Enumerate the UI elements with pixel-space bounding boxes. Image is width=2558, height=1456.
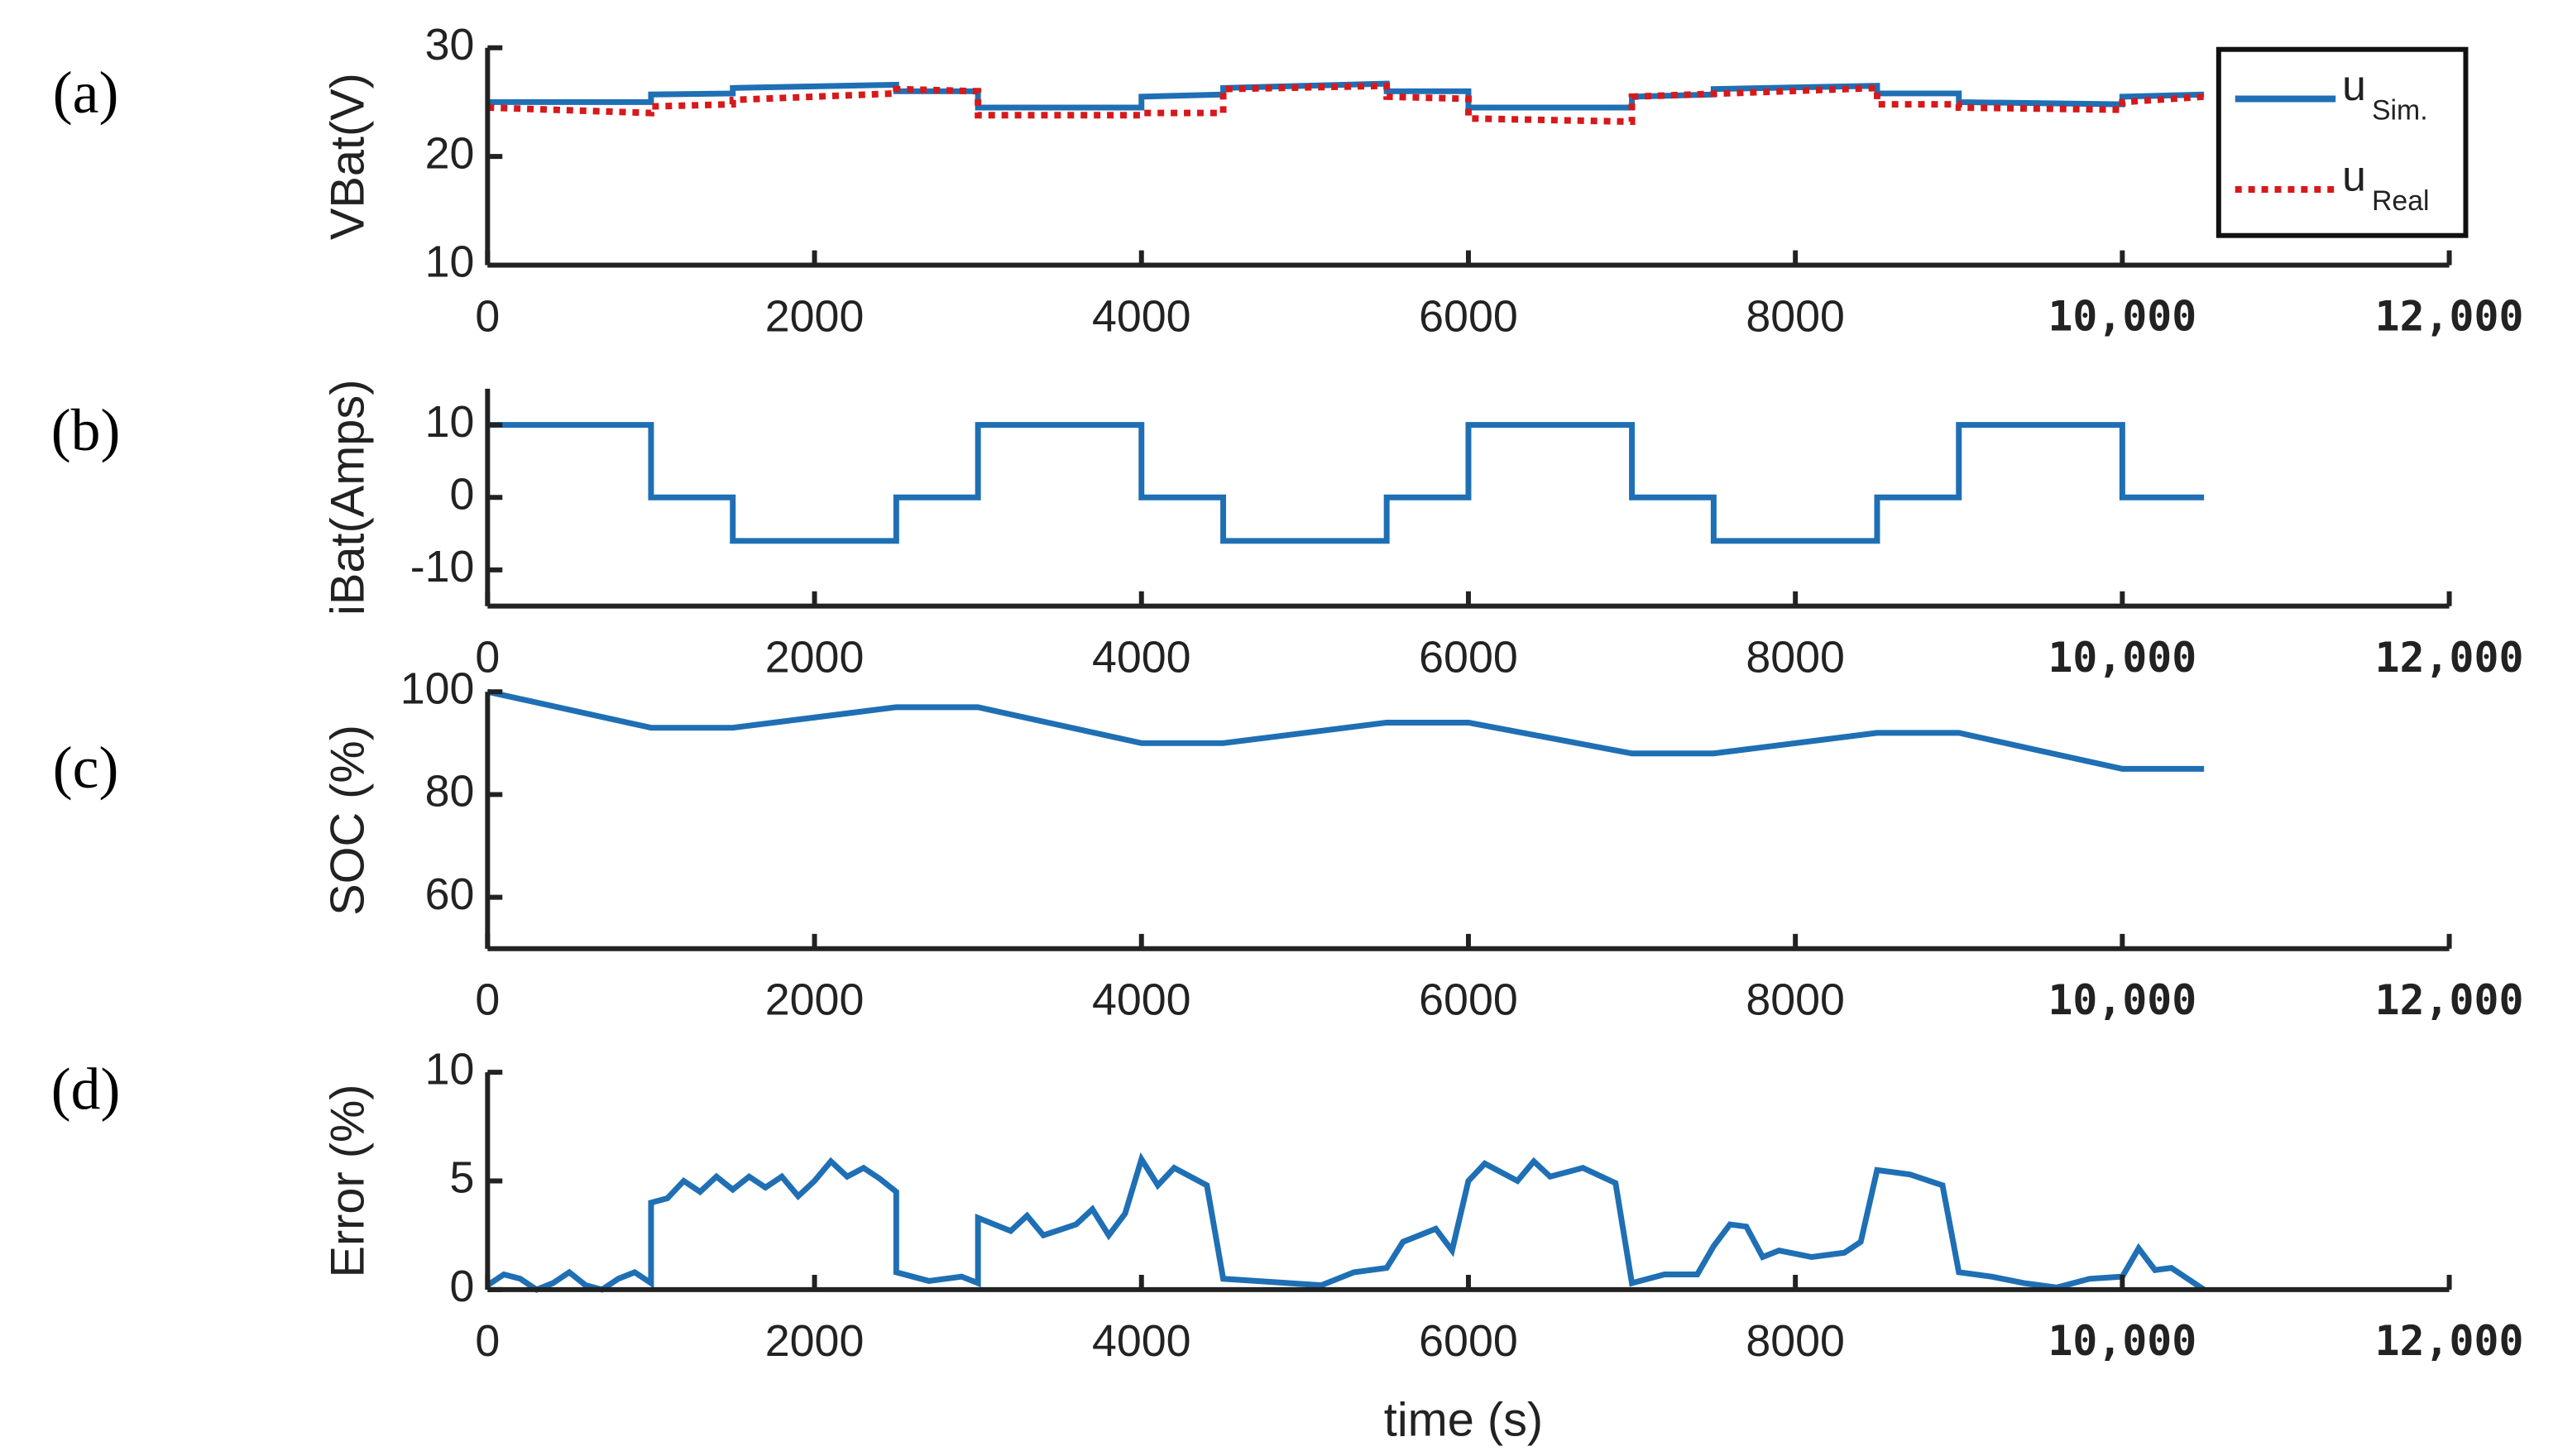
- x-tick-label: 10,000: [2048, 634, 2196, 682]
- data-line: [486, 1152, 2206, 1293]
- x-tick-label: 4000: [1092, 291, 1191, 341]
- x-tick-label: 12,000: [2375, 293, 2524, 341]
- x-tick-label: 0: [475, 633, 500, 682]
- y-axis-label: iBat(Amps): [321, 380, 374, 615]
- y-tick-label: 20: [425, 128, 475, 178]
- y-tick-label: 10: [425, 1044, 475, 1094]
- x-tick-label: 2000: [765, 975, 865, 1025]
- y-axis-label: SOC (%): [321, 725, 374, 916]
- legend-label: u: [2342, 152, 2366, 200]
- x-tick-label: 0: [475, 975, 500, 1025]
- x-tick-label: 10,000: [2048, 976, 2196, 1024]
- data-line: [487, 82, 2205, 126]
- y-tick-label: 30: [425, 20, 475, 69]
- x-tick-label: 2000: [765, 633, 865, 682]
- x-tick-label: 8000: [1746, 1316, 1845, 1366]
- x-tick-label: 6000: [1419, 633, 1518, 682]
- x-tick-label: 12,000: [2375, 1317, 2524, 1365]
- panel-label: (a): [53, 60, 119, 126]
- y-axis-label: VBat(V): [321, 73, 374, 240]
- legend-subscript: Sim.: [2372, 94, 2428, 126]
- x-tick-label: 8000: [1746, 291, 1845, 341]
- legend-label: u: [2342, 61, 2366, 109]
- y-tick-label: 0: [450, 469, 475, 519]
- x-tick-label: 8000: [1746, 975, 1845, 1025]
- y-tick-label: 10: [425, 397, 475, 447]
- x-tick-label: 4000: [1092, 975, 1191, 1025]
- x-tick-label: 6000: [1419, 291, 1518, 341]
- x-tick-label: 2000: [765, 1316, 865, 1366]
- data-line: [487, 422, 2205, 544]
- panel-label: (b): [51, 397, 121, 463]
- x-tick-label: 10,000: [2048, 1317, 2196, 1365]
- y-tick-label: 60: [425, 869, 475, 919]
- panel-label: (c): [53, 735, 119, 801]
- x-tick-label: 6000: [1419, 1316, 1518, 1366]
- x-tick-label: 12,000: [2375, 976, 2524, 1024]
- y-tick-label: 5: [450, 1153, 475, 1203]
- x-tick-label: 6000: [1419, 975, 1518, 1025]
- legend-box: [2215, 46, 2469, 238]
- x-tick-label: 4000: [1092, 633, 1191, 682]
- legend-subscript: Real: [2372, 185, 2430, 217]
- data-line: [486, 688, 2205, 772]
- panel-label: (d): [51, 1056, 121, 1122]
- y-tick-label: 0: [450, 1262, 475, 1311]
- y-axis-label: Error (%): [321, 1084, 374, 1277]
- x-tick-label: 8000: [1746, 633, 1845, 682]
- x-tick-label: 0: [475, 291, 500, 341]
- x-tick-label: 10,000: [2048, 293, 2196, 341]
- y-tick-label: -10: [410, 542, 475, 592]
- x-tick-label: 4000: [1092, 1316, 1191, 1366]
- x-tick-label: 0: [475, 1316, 500, 1366]
- y-tick-label: 80: [425, 767, 475, 817]
- x-tick-label: 2000: [765, 291, 865, 341]
- x-tick-label: 12,000: [2375, 634, 2524, 682]
- y-tick-label: 100: [400, 663, 475, 713]
- y-tick-label: 10: [425, 237, 475, 287]
- x-axis-label: time (s): [1384, 1393, 1543, 1446]
